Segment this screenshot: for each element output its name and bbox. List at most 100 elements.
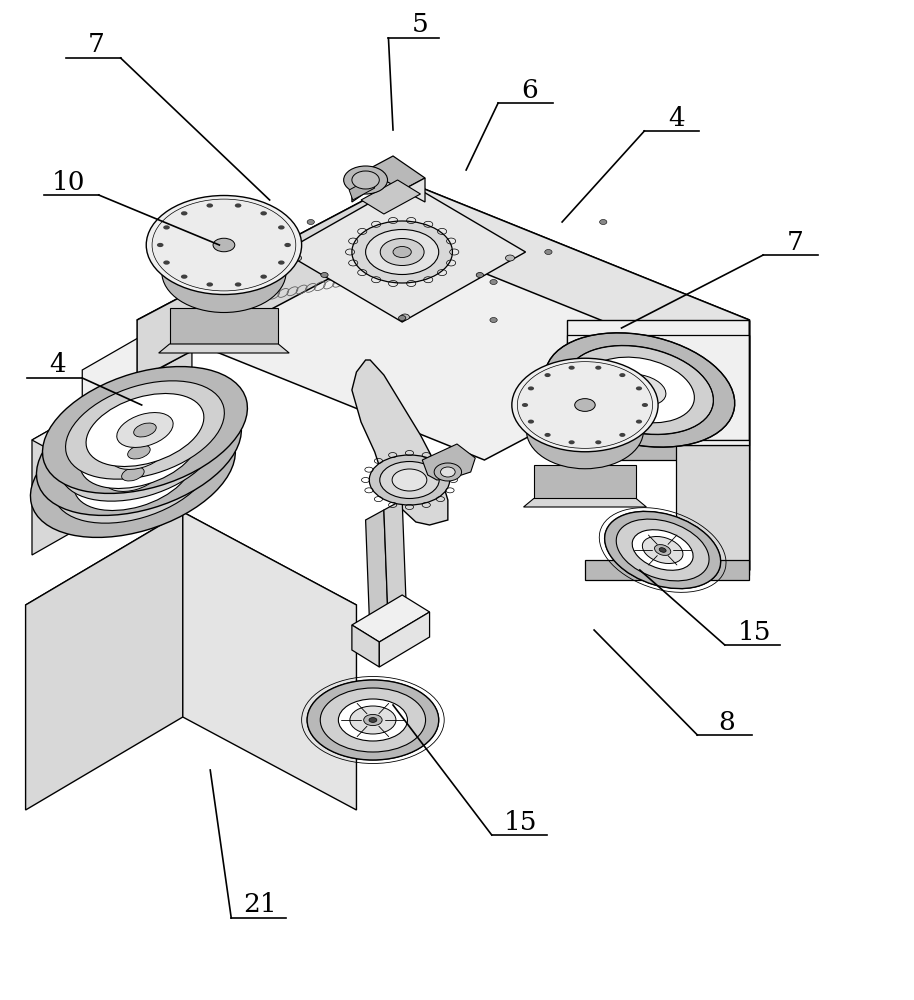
Ellipse shape [260,275,267,279]
Ellipse shape [526,392,643,469]
Ellipse shape [620,373,625,377]
Ellipse shape [157,243,164,247]
Ellipse shape [545,373,550,377]
Ellipse shape [545,433,550,437]
Polygon shape [567,320,749,440]
Polygon shape [82,307,192,413]
Ellipse shape [213,238,235,252]
Ellipse shape [659,548,666,552]
Ellipse shape [133,423,156,437]
Text: 7: 7 [787,230,803,254]
Ellipse shape [162,232,286,312]
Ellipse shape [369,718,377,722]
Ellipse shape [207,282,213,287]
Ellipse shape [37,389,241,515]
Polygon shape [402,180,749,380]
Ellipse shape [392,469,427,491]
Ellipse shape [235,282,241,287]
Ellipse shape [476,272,484,277]
Ellipse shape [400,314,409,320]
Ellipse shape [80,416,197,488]
Text: 15: 15 [505,810,537,834]
Ellipse shape [54,425,212,523]
Text: 10: 10 [52,169,85,194]
Ellipse shape [152,199,296,291]
Ellipse shape [517,362,653,448]
Ellipse shape [105,457,161,491]
Ellipse shape [585,357,695,423]
Polygon shape [137,180,402,380]
Polygon shape [82,350,192,455]
Polygon shape [26,512,183,810]
Ellipse shape [164,225,170,230]
Ellipse shape [307,220,314,225]
Ellipse shape [181,275,187,279]
Polygon shape [567,335,749,445]
Polygon shape [159,344,289,353]
Ellipse shape [58,493,88,511]
Ellipse shape [278,260,284,265]
Ellipse shape [595,366,601,370]
Ellipse shape [505,255,515,261]
Ellipse shape [207,203,213,208]
Polygon shape [379,612,430,667]
Ellipse shape [307,680,439,760]
Ellipse shape [569,366,575,370]
Polygon shape [676,445,749,575]
Polygon shape [283,182,526,322]
Ellipse shape [69,499,77,504]
Ellipse shape [643,536,683,564]
Text: 5: 5 [412,12,429,37]
Ellipse shape [320,688,426,752]
Ellipse shape [545,249,552,254]
Ellipse shape [613,374,666,406]
Polygon shape [676,440,749,445]
Ellipse shape [292,255,302,261]
Polygon shape [183,512,356,810]
Ellipse shape [352,171,379,189]
Ellipse shape [545,333,735,447]
Polygon shape [352,156,425,200]
Polygon shape [366,510,388,640]
Ellipse shape [117,413,173,447]
Ellipse shape [569,440,575,444]
Ellipse shape [522,403,528,407]
Ellipse shape [197,318,205,322]
Ellipse shape [284,243,291,247]
Ellipse shape [441,467,455,477]
Ellipse shape [338,699,408,741]
Ellipse shape [366,230,439,274]
Ellipse shape [30,411,235,537]
Text: 6: 6 [522,78,538,103]
Polygon shape [26,512,356,698]
Ellipse shape [321,272,328,277]
Ellipse shape [399,316,406,320]
Polygon shape [352,625,379,667]
Ellipse shape [512,358,658,452]
Ellipse shape [600,220,607,225]
Polygon shape [352,595,430,642]
Ellipse shape [59,403,218,501]
Ellipse shape [364,714,382,726]
Polygon shape [585,440,749,460]
Ellipse shape [527,420,534,424]
Polygon shape [534,464,636,499]
Polygon shape [137,180,749,460]
Polygon shape [352,360,448,525]
Ellipse shape [122,467,144,481]
Text: 4: 4 [49,353,66,377]
Ellipse shape [490,318,497,322]
Ellipse shape [74,438,192,510]
Ellipse shape [164,260,170,265]
Polygon shape [384,500,407,630]
Polygon shape [384,178,425,202]
Ellipse shape [352,221,452,283]
Ellipse shape [278,225,284,230]
Ellipse shape [197,279,205,284]
Ellipse shape [527,386,534,390]
Polygon shape [524,499,646,507]
Ellipse shape [620,433,625,437]
Ellipse shape [380,238,424,265]
Polygon shape [585,560,749,580]
Ellipse shape [605,511,720,589]
